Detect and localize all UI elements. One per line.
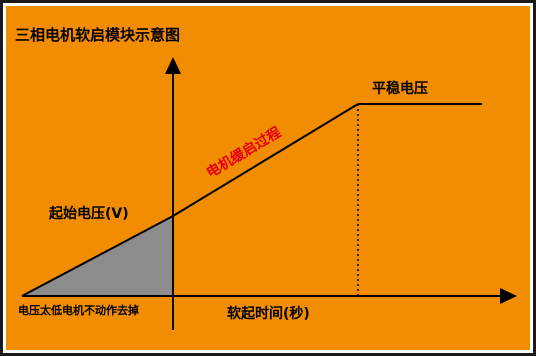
start-voltage-label: 起始电压(V) (48, 205, 129, 222)
x-axis-arrow (500, 288, 517, 304)
diagram-title: 三相电机软启模块示意图 (15, 26, 180, 44)
diagram-background (6, 6, 530, 350)
stable-voltage-label: 平稳电压 (372, 80, 428, 97)
low-voltage-cutoff-label: 电压太低电机不动作去掉 (18, 303, 139, 317)
soft-start-ramp-line (172, 103, 359, 217)
y-axis-arrow (165, 57, 181, 74)
low-voltage-ramp-line (21, 215, 174, 297)
x-axis-label: 软起时间(秒) (227, 305, 310, 322)
